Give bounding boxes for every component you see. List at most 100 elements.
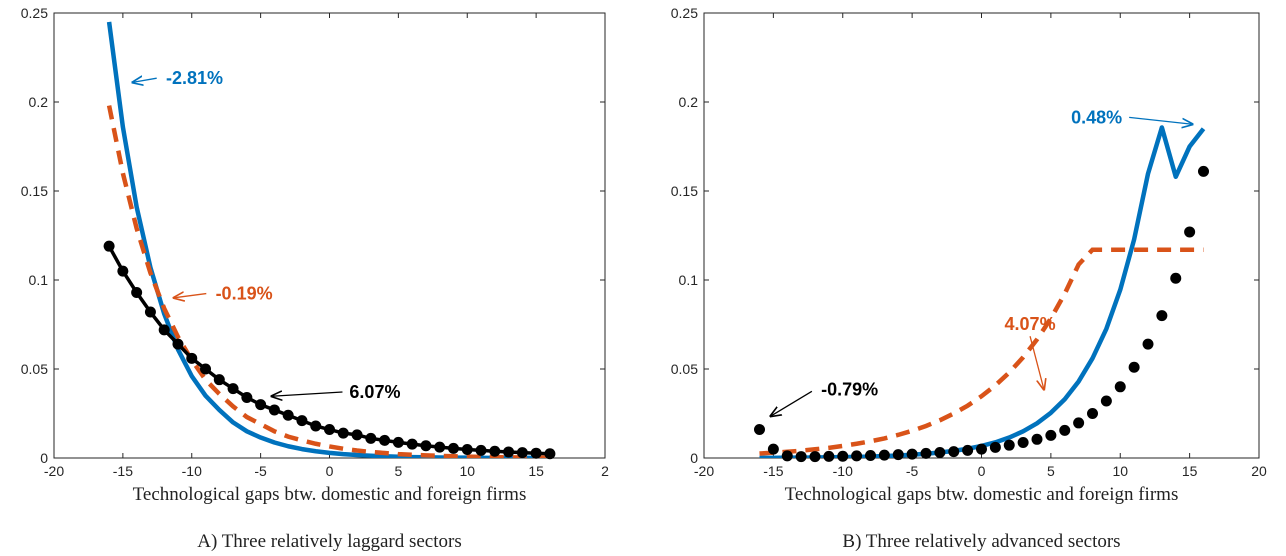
series-line-blue: [759, 125, 1206, 458]
x-tick-label: 2: [601, 463, 609, 479]
data-point: [475, 444, 487, 456]
data-point: [144, 306, 156, 318]
plot-frame: [53, 12, 606, 459]
data-point: [516, 447, 528, 459]
data-point: [1128, 361, 1140, 373]
data-point: [379, 434, 391, 446]
panel-advanced: Technological gaps btw. domestic and for…: [671, 5, 1267, 552]
data-point: [989, 441, 1001, 453]
x-tick-label: -10: [833, 463, 853, 479]
data-point: [503, 446, 515, 458]
data-point: [865, 450, 876, 462]
y-tick-label: 0.05: [21, 361, 48, 377]
data-point: [117, 265, 129, 277]
data-point: [365, 432, 377, 444]
data-point: [1198, 165, 1209, 177]
data-point: [1100, 395, 1112, 407]
x-tick-label: 15: [1182, 463, 1198, 479]
annotation-arrow: [771, 390, 813, 416]
x-tick-label: 20: [1251, 463, 1267, 479]
data-point: [1114, 381, 1126, 393]
data-point: [420, 440, 432, 452]
annotation-label: -0.19%: [216, 284, 273, 304]
data-point: [103, 240, 115, 252]
plot-area: [759, 125, 1206, 458]
data-point: [962, 444, 974, 456]
y-tick-label: 0: [40, 450, 48, 466]
data-point: [754, 424, 765, 436]
data-point: [406, 438, 418, 450]
plot-frame: [703, 12, 1260, 459]
data-point: [447, 442, 459, 454]
x-tick-label: -20: [44, 463, 64, 479]
annotation-label: 0.48%: [1071, 107, 1122, 127]
y-tick-label: 0.05: [671, 361, 698, 377]
data-point: [1156, 310, 1168, 322]
data-point: [131, 286, 143, 298]
x-tick-label: 10: [459, 463, 475, 479]
data-point: [434, 441, 446, 453]
y-tick-label: 0.15: [671, 183, 698, 199]
data-point: [310, 420, 322, 432]
data-point: [976, 443, 987, 455]
x-tick-label: -10: [182, 463, 202, 479]
annotation-label: -0.79%: [821, 379, 878, 399]
data-point: [489, 445, 501, 457]
data-point: [1184, 226, 1196, 238]
data-point: [837, 450, 849, 462]
x-tick-label: 5: [394, 463, 402, 479]
panel-laggard: Technological gaps btw. domestic and for…: [21, 5, 609, 552]
x-tick-label: 10: [1112, 463, 1128, 479]
data-point: [324, 424, 335, 436]
annotation-arrow: [133, 78, 157, 82]
data-point: [1003, 439, 1015, 451]
data-point: [1045, 429, 1057, 441]
annotation-arrow: [174, 294, 207, 298]
annotation-arrow: [1029, 336, 1044, 389]
annotation-label: 4.07%: [1005, 314, 1056, 334]
data-point: [1170, 272, 1182, 284]
data-point: [851, 450, 863, 462]
y-tick-label: 0.15: [21, 183, 48, 199]
data-point: [767, 443, 779, 455]
x-tick-label: -15: [763, 463, 783, 479]
data-point: [823, 450, 835, 462]
y-tick-label: 0.2: [679, 94, 699, 110]
data-point: [1059, 424, 1071, 436]
data-point: [296, 415, 308, 427]
data-point: [282, 409, 294, 421]
x-axis-label: Technological gaps btw. domestic and for…: [133, 484, 527, 505]
y-tick-label: 0.25: [671, 5, 698, 21]
x-tick-label: 5: [1047, 463, 1055, 479]
data-point: [227, 383, 239, 395]
y-tick-label: 0.1: [29, 272, 49, 288]
series-line-orange-dashed: [759, 247, 1204, 456]
data-point: [1142, 338, 1154, 350]
data-point: [934, 446, 946, 458]
data-point: [186, 352, 198, 364]
data-point: [200, 363, 212, 375]
data-point: [544, 448, 556, 460]
x-tick-label: 0: [326, 463, 334, 479]
x-tick-label: -5: [906, 463, 919, 479]
y-tick-label: 0.25: [21, 5, 48, 21]
data-point: [213, 374, 225, 386]
x-tick-label: 15: [528, 463, 544, 479]
data-point: [268, 404, 280, 416]
data-point: [906, 448, 918, 460]
data-point: [1087, 408, 1098, 419]
data-point: [337, 427, 349, 439]
data-point: [878, 449, 890, 461]
annotation-label: 6.07%: [349, 382, 400, 402]
y-tick-label: 0.2: [29, 94, 49, 110]
data-point: [392, 436, 404, 448]
data-point: [1031, 433, 1043, 445]
data-point: [530, 447, 542, 459]
data-point: [158, 324, 170, 336]
data-point: [351, 429, 363, 441]
data-point: [172, 338, 184, 350]
panel-caption: B) Three relatively advanced sectors: [842, 531, 1120, 552]
y-tick-label: 0: [690, 450, 698, 466]
data-point: [241, 391, 253, 403]
